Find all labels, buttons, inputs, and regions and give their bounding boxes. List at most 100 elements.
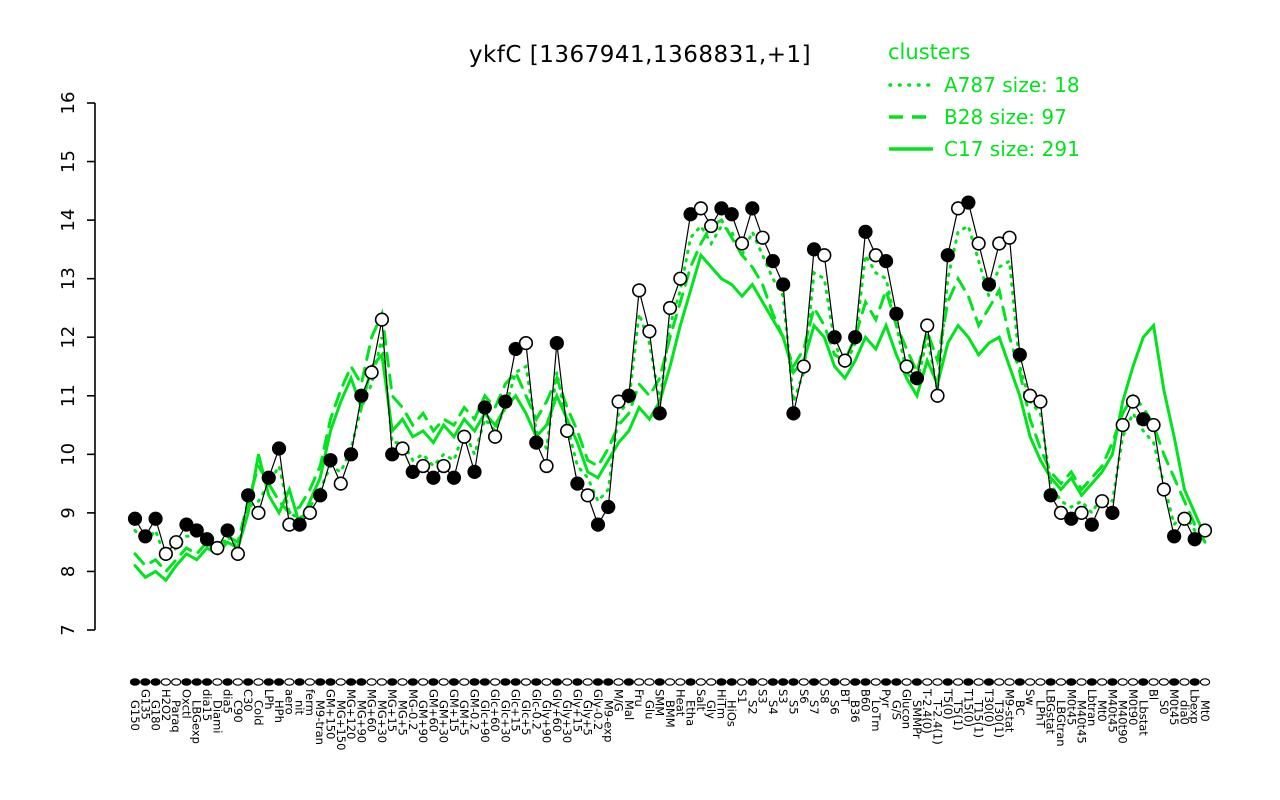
data-point (899, 359, 914, 374)
data-point (251, 505, 266, 520)
condition-symbol (1076, 678, 1087, 686)
data-point (1187, 532, 1202, 547)
data-point (981, 277, 997, 292)
x-category-label: S6 (828, 700, 842, 715)
y-tick-label: 8 (58, 566, 79, 577)
profile-line (134, 201, 1206, 556)
data-point (632, 283, 647, 298)
condition-symbol (160, 678, 172, 686)
condition-symbol (1066, 678, 1077, 686)
x-category-label: SMMPr (910, 700, 924, 739)
y-tick-label: 11 (58, 384, 79, 407)
condition-symbol (325, 678, 336, 686)
condition-symbol (808, 678, 820, 686)
condition-symbol (1117, 678, 1128, 686)
y-tick-label: 12 (58, 326, 79, 349)
data-point (1084, 517, 1099, 532)
data-point (457, 429, 472, 444)
data-point (786, 406, 801, 421)
data-point (261, 470, 276, 485)
x-category-label: SMM (653, 689, 667, 716)
x-category-label: S6 (797, 689, 811, 704)
x-category-label: Salt (694, 689, 708, 712)
condition-symbol (1189, 678, 1200, 686)
condition-symbol (572, 678, 583, 686)
data-point (313, 488, 328, 503)
data-point (848, 330, 863, 345)
legend-label: C17 size: 291 (944, 137, 1080, 161)
x-category-label: Lbexp (1188, 689, 1202, 724)
solid-line-icon (889, 147, 933, 151)
data-point (858, 224, 873, 239)
data-point (704, 218, 719, 234)
x-category-label: T5(1) (951, 699, 965, 731)
y-tick-label: 10 (58, 443, 79, 466)
condition-symbol (541, 678, 552, 686)
legend-title: clusters (888, 40, 971, 64)
data-point (1033, 394, 1048, 409)
y-tick-label: 7 (58, 624, 79, 635)
x-category-label: Oxctl (179, 689, 193, 719)
condition-symbol (263, 678, 274, 686)
data-point (920, 318, 935, 333)
plot-title: ykfC [1367941,1368831,+1] (468, 42, 812, 68)
cluster-line-solid (133, 252, 1207, 583)
condition-symbol (356, 678, 367, 686)
condition-symbol (973, 678, 984, 686)
x-category-label: GM+150 (323, 689, 337, 739)
x-category-label: B60 (858, 689, 872, 712)
condition-symbol (1014, 678, 1025, 686)
x-category-label: LBGtran (1054, 700, 1068, 747)
x-category-label: Glc+30 (498, 700, 512, 743)
cluster-line-dashed (133, 218, 1207, 574)
data-point (909, 371, 925, 386)
data-point (817, 248, 832, 263)
x-category-label: HiOs (725, 700, 739, 727)
condition-symbol (613, 678, 624, 686)
x-category-label: M40t45 (1075, 700, 1089, 744)
condition-symbol (181, 678, 192, 686)
data-point (271, 441, 287, 456)
data-point (518, 335, 534, 351)
x-category-label: ferm (303, 689, 317, 716)
dashed-line-icon (889, 115, 933, 119)
x-category-label: nit (293, 700, 307, 715)
condition-symbol (1086, 678, 1097, 686)
data-point (1105, 505, 1120, 520)
data-point (724, 207, 739, 222)
x-category-label: GM-0.2 (468, 689, 482, 730)
condition-symbol (459, 678, 470, 686)
x-category-label: MG+90 (354, 700, 368, 743)
data-point (621, 388, 636, 403)
condition-symbol (932, 678, 943, 686)
condition-symbol (191, 678, 202, 686)
x-category-label: Gly+90 (540, 700, 554, 743)
condition-symbol (253, 678, 264, 686)
x-category-label: Gly-0.2 (591, 689, 605, 730)
condition-symbol (994, 678, 1005, 686)
x-category-label: M0t45 (1167, 689, 1181, 725)
x-category-label: S1 (735, 689, 749, 704)
x-category-label: Bl (1147, 689, 1161, 700)
x-category-label: G/S (889, 700, 903, 720)
x-category-label: M40t90 (1116, 700, 1130, 744)
condition-symbol (695, 678, 707, 686)
condition-symbol (1096, 678, 1108, 686)
condition-symbol (664, 678, 676, 686)
condition-symbol (1024, 678, 1036, 686)
condition-symbol (551, 678, 562, 686)
condition-symbol (716, 678, 727, 686)
condition-symbol (922, 678, 933, 686)
condition-symbol (685, 678, 696, 686)
data-point (477, 400, 492, 415)
y-tick-label: 16 (58, 92, 79, 115)
condition-symbol (829, 678, 840, 686)
condition-symbol (1035, 678, 1046, 686)
condition-symbol (644, 678, 655, 686)
condition-symbol (706, 678, 717, 686)
data-point (1095, 494, 1110, 509)
condition-symbol (284, 678, 295, 686)
x-category-label: T30(0) (982, 688, 996, 727)
data-point (436, 458, 451, 474)
x-category-label: T-2.4(1) (931, 699, 945, 745)
